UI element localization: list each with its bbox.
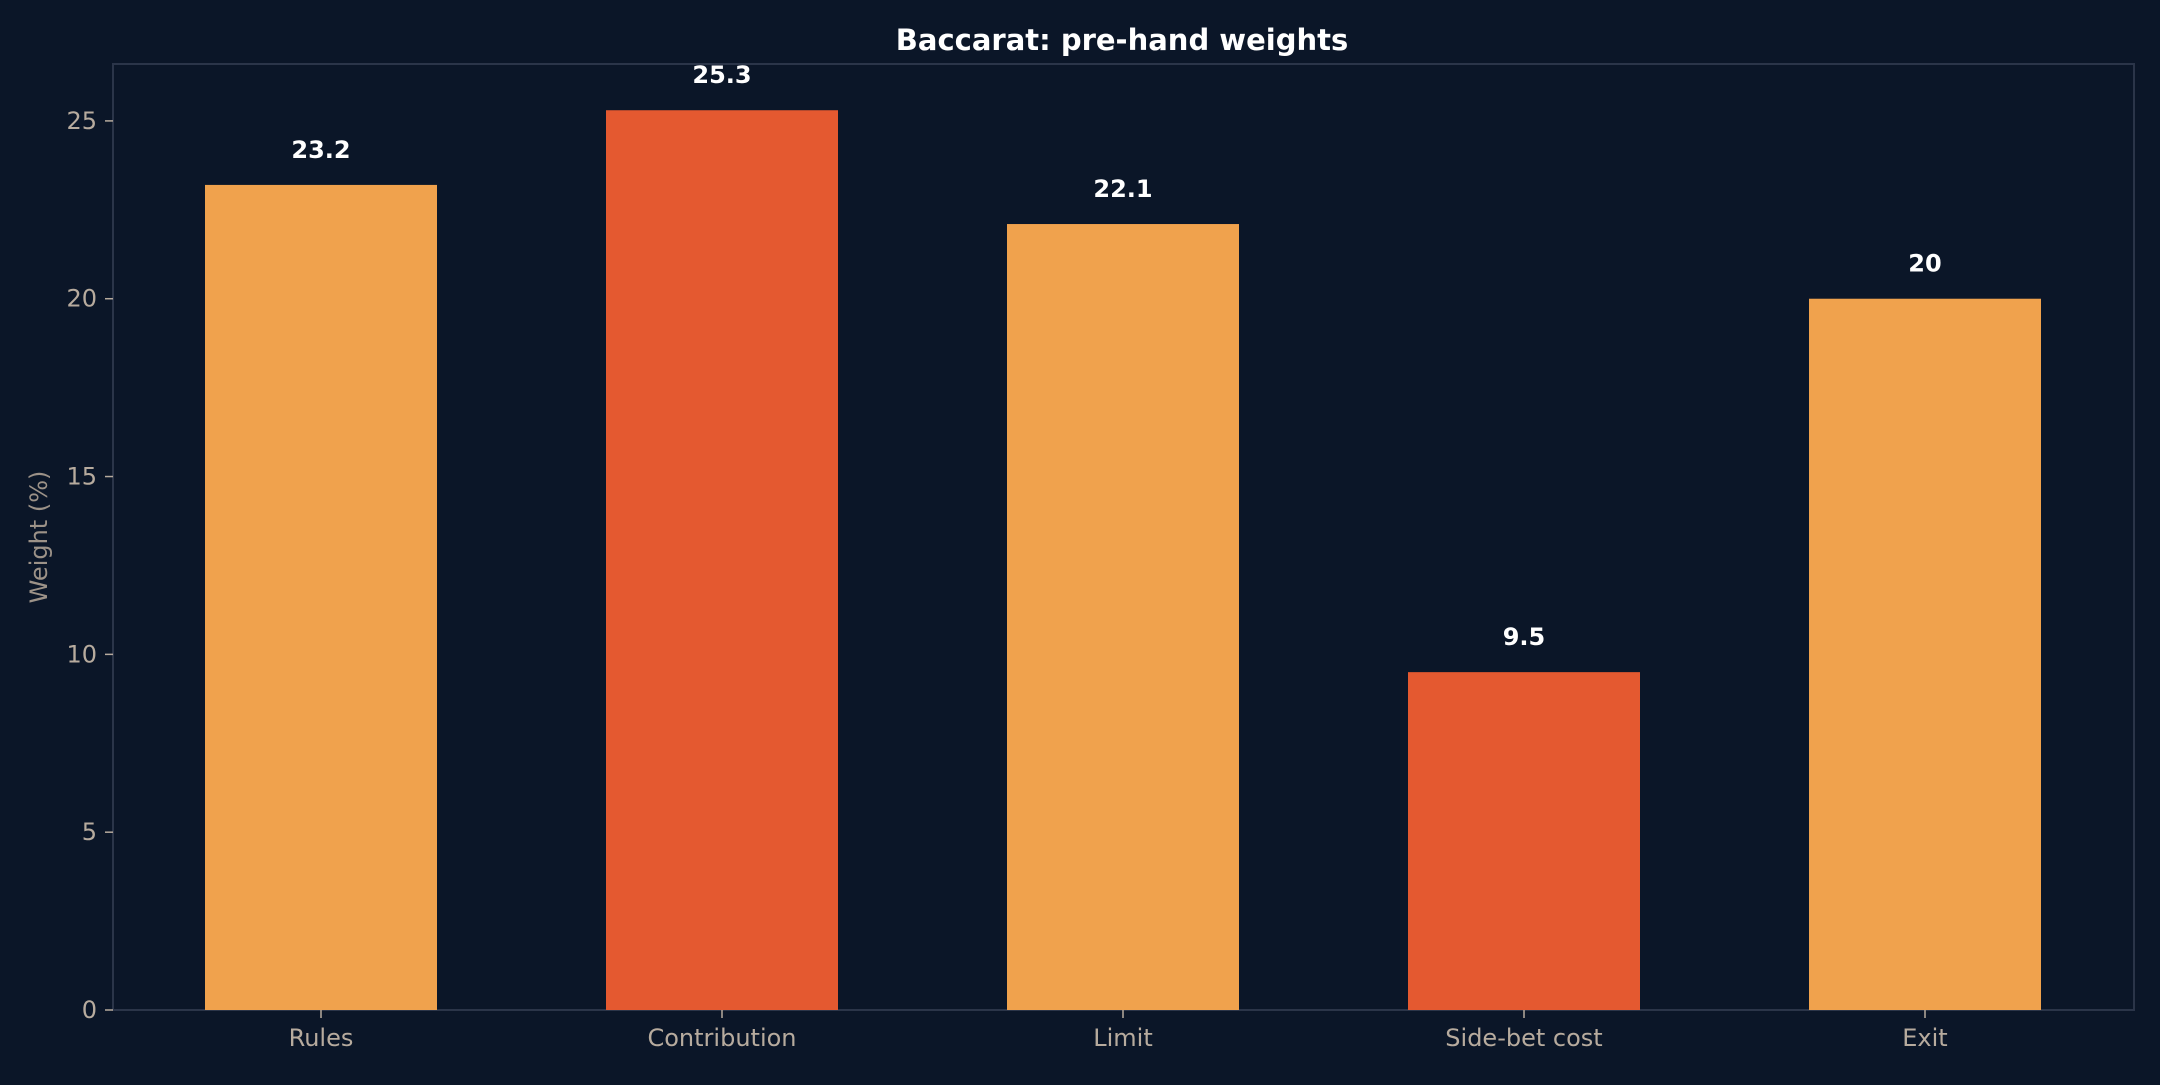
x-tick-label: Side-bet cost — [1445, 1024, 1602, 1052]
x-tick-label: Rules — [289, 1024, 354, 1052]
y-axis: 0 5 10 15 20 25 — [66, 107, 113, 1024]
value-label: 23.2 — [291, 136, 350, 164]
y-tick-label: 25 — [66, 107, 97, 135]
y-tick-label: 5 — [82, 818, 97, 846]
y-tick-label: 15 — [66, 463, 97, 491]
x-tick-label: Exit — [1902, 1024, 1947, 1052]
value-label: 9.5 — [1503, 623, 1546, 651]
bar-side-bet-cost — [1408, 672, 1640, 1010]
bars-layer — [205, 110, 2041, 1010]
value-labels: 23.2 25.3 22.1 9.5 20 — [291, 61, 1941, 651]
x-axis: Rules Contribution Limit Side-bet cost Exit — [289, 1010, 1948, 1052]
x-tick-label: Contribution — [647, 1024, 796, 1052]
x-tick-label: Limit — [1093, 1024, 1153, 1052]
value-label: 22.1 — [1093, 175, 1152, 203]
plot-area: 0 5 10 15 20 25 Rules Contribution Limit Side-be… — [66, 61, 2135, 1052]
bar-exit — [1809, 298, 2041, 1010]
bar-rules — [205, 184, 437, 1010]
bar-contribution — [606, 110, 838, 1010]
y-tick-label: 10 — [66, 640, 97, 668]
bar-limit — [1007, 224, 1239, 1010]
value-label: 25.3 — [692, 61, 751, 89]
y-tick-label: 20 — [66, 285, 97, 313]
y-axis-label: Weight (%) — [25, 471, 53, 604]
y-tick-label: 0 — [82, 996, 97, 1024]
chart-title: Baccarat: pre-hand weights — [896, 23, 1348, 57]
value-label: 20 — [1908, 250, 1941, 278]
